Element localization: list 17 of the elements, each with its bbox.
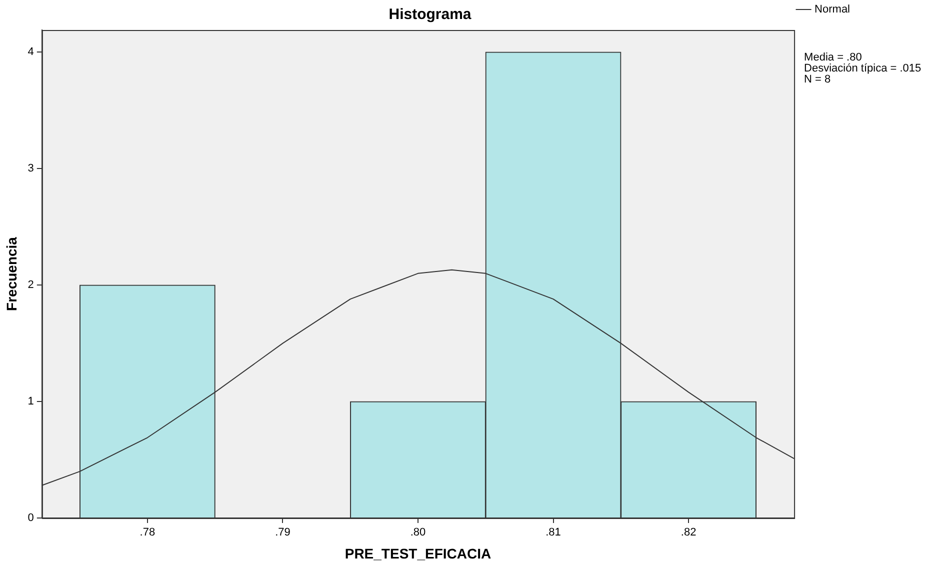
x-axis-title: PRE_TEST_EFICACIA <box>344 545 492 562</box>
text: N = 8 <box>804 74 831 86</box>
x-tick-label: .80 <box>410 526 426 539</box>
y-tick-label: 4 <box>28 46 34 58</box>
text: Media = .80 <box>804 52 862 64</box>
y-tick-label: 0 <box>28 512 34 524</box>
x-tick-label: .78 <box>140 526 156 539</box>
y-tick-label: 3 <box>28 162 34 175</box>
chart-title: Histograma <box>388 6 472 24</box>
y-tick-label: 2 <box>28 279 34 292</box>
y-axis-title: Frecuencia <box>3 236 20 311</box>
text: Desviación típica = .015 <box>804 62 922 75</box>
x-tick-label: .81 <box>546 526 561 539</box>
x-tick-label: .82 <box>680 526 696 539</box>
y-tick-label: 1 <box>28 396 34 408</box>
x-tick-label: .79 <box>275 526 290 539</box>
legend-label: Normal <box>814 4 850 16</box>
